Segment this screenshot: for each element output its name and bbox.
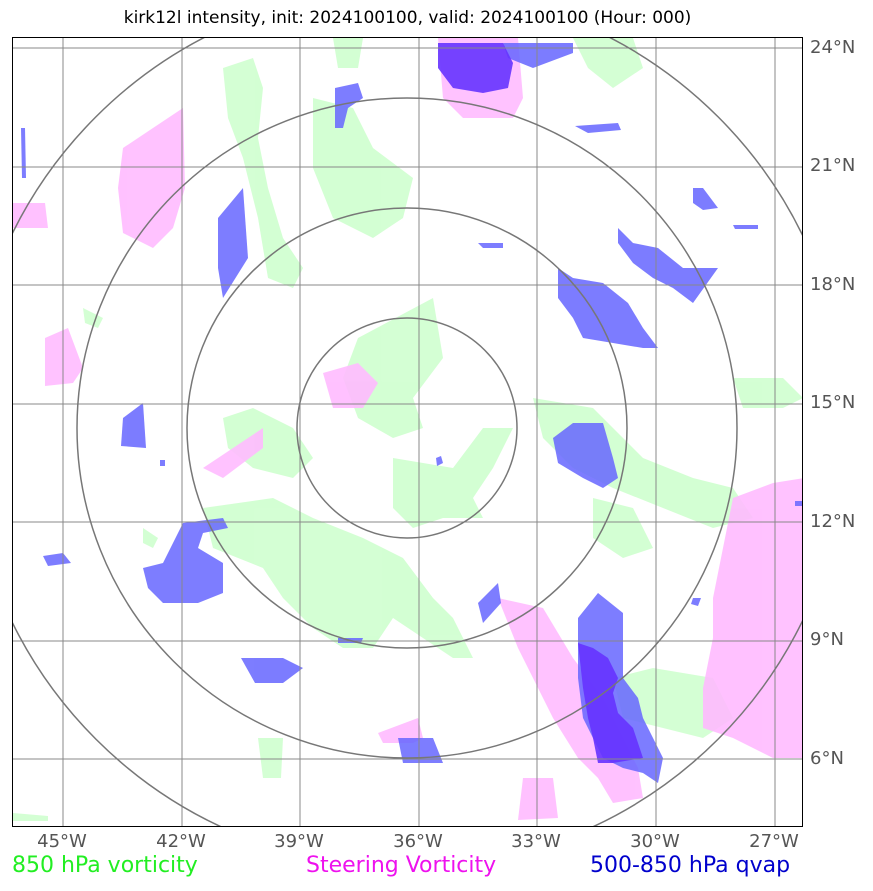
lat-label-18n: 18°N bbox=[810, 274, 856, 295]
map-gridlines bbox=[13, 38, 802, 826]
green-vorticity-areas bbox=[13, 38, 802, 821]
map-svg bbox=[13, 38, 802, 826]
lon-label-33w: 33°W bbox=[511, 831, 561, 852]
lat-label-15n: 15°N bbox=[810, 392, 856, 413]
lon-label-39w: 39°W bbox=[274, 831, 324, 852]
legend-850-vorticity: 850 hPa vorticity bbox=[12, 853, 198, 878]
lon-label-27w: 27°W bbox=[749, 831, 799, 852]
map-plot bbox=[12, 37, 803, 827]
lat-label-21n: 21°N bbox=[810, 155, 856, 176]
lat-label-12n: 12°N bbox=[810, 511, 856, 532]
lon-label-30w: 30°W bbox=[630, 831, 680, 852]
lon-label-45w: 45°W bbox=[37, 831, 87, 852]
legend-steering-vorticity: Steering Vorticity bbox=[306, 853, 497, 878]
map-title: kirk12l intensity, init: 2024100100, val… bbox=[123, 8, 692, 28]
lon-label-42w: 42°W bbox=[156, 831, 206, 852]
range-rings bbox=[13, 38, 802, 826]
lat-label-24n: 24°N bbox=[810, 37, 856, 58]
lat-label-6n: 6°N bbox=[810, 748, 844, 769]
purple-overlap-areas bbox=[438, 43, 643, 763]
lon-label-36w: 36°W bbox=[393, 831, 443, 852]
legend-qvap: 500-850 hPa qvap bbox=[590, 853, 791, 878]
lat-label-9n: 9°N bbox=[810, 629, 844, 650]
